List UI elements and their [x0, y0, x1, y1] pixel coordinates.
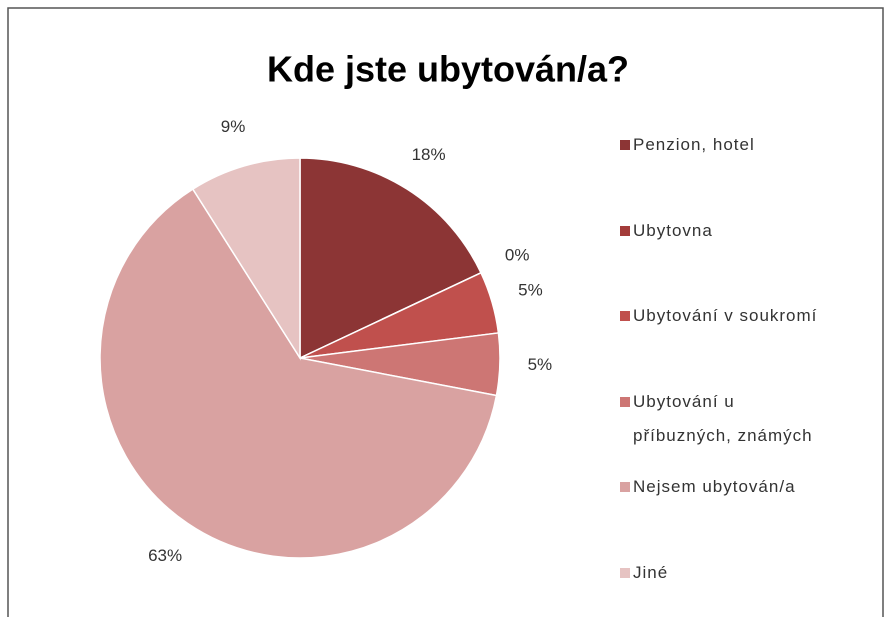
- legend-swatch: [620, 396, 630, 407]
- legend-swatch: [620, 311, 630, 322]
- data-label: 9%: [221, 117, 246, 136]
- pie-slice: [99, 188, 498, 559]
- data-label: 0%: [505, 245, 530, 264]
- legend-label: Jiné: [633, 563, 669, 582]
- legend-label: Penzion, hotel: [633, 135, 755, 154]
- legend-swatch: [620, 568, 630, 578]
- pie-slice: [299, 157, 482, 360]
- legend-label: Ubytování v soukromí: [633, 306, 818, 326]
- data-label: 18%: [412, 145, 446, 164]
- legend-swatch: [620, 140, 630, 150]
- pie-slice: [191, 157, 301, 361]
- legend-label: Ubytování u příbuzných, známých: [633, 391, 813, 445]
- legend-swatch: [620, 225, 630, 236]
- data-label: 5%: [528, 355, 553, 374]
- chart-frame: [7, 7, 884, 617]
- data-label: 63%: [148, 546, 182, 565]
- chart-title: Kde jste ubytován/a?: [267, 49, 629, 90]
- legend-swatch: [620, 482, 630, 493]
- data-label: 5%: [518, 281, 543, 300]
- legend-label: Nejsem ubytován/a: [633, 477, 796, 497]
- legend-label: Ubytovna: [633, 220, 713, 240]
